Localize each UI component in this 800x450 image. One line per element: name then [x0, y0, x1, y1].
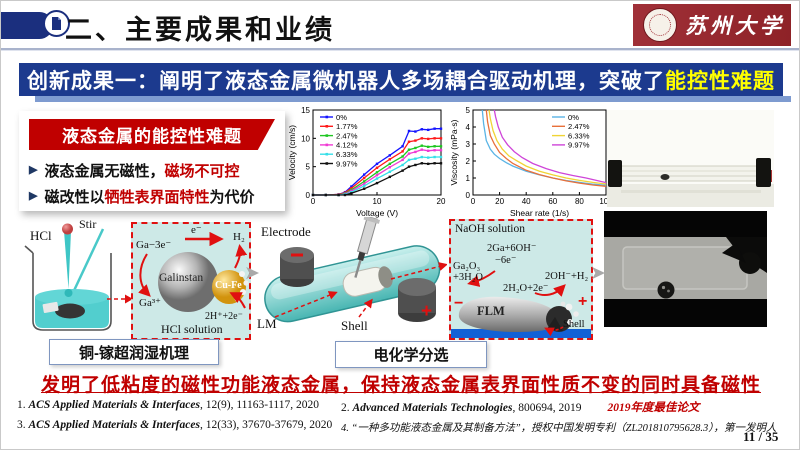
conclusion-headline: 发明了低粘度的磁性功能液态金属，保持液态金属表界面性质不变的同时具备磁性	[40, 375, 761, 396]
svg-text:80: 80	[575, 197, 584, 206]
svg-text:40: 40	[522, 197, 531, 206]
banner-highlight: 能控性难题	[665, 69, 775, 93]
plus-terminal: +	[578, 293, 588, 310]
svg-text:1.77%: 1.77%	[336, 122, 358, 131]
svg-text:2: 2	[466, 157, 471, 166]
label-cufe: Cu-Fe	[215, 280, 242, 291]
eq-ga-oxidation: 2Ga+6OH⁻	[487, 243, 537, 254]
svg-text:20: 20	[495, 197, 504, 206]
page-number: 11 / 35	[743, 429, 779, 444]
label-electron: e⁻	[191, 224, 202, 236]
svg-text:9.97%: 9.97%	[336, 159, 358, 168]
banner-text: 创新成果一：阐明了液态金属微机器人多场耦合驱动机理，突破了	[27, 69, 665, 93]
svg-text:9.97%: 9.97%	[568, 141, 590, 150]
svg-text:0: 0	[471, 197, 476, 206]
viscosity-shear-chart: 0 20 40 60 80 100 0 1 2 3 4 5 Shear rate (1/s) Viscos…	[449, 105, 613, 219]
eq-h2o: +3H₂O	[453, 272, 483, 283]
bullet-text: 磁改性以牺牲表界面特性为代价	[44, 189, 255, 206]
caption-electrochemical-sorting: 电化学分选	[335, 341, 487, 368]
university-name: 苏州大学	[685, 14, 785, 38]
svg-text:6.33%: 6.33%	[568, 131, 590, 140]
banner-shadow	[35, 96, 791, 102]
plus-terminal: +	[421, 301, 433, 322]
velocity-voltage-chart: 0 10 20 0 5 10 15 Voltage (V) Velocity (cm/s) 0% 1…	[287, 105, 447, 219]
svg-text:0%: 0%	[568, 113, 579, 122]
achievement-banner: 创新成果一：阐明了液态金属微机器人多场耦合驱动机理，突破了 能控性难题	[19, 63, 783, 96]
svg-text:0: 0	[306, 191, 311, 200]
label-galinstan: Galinstan	[159, 272, 204, 284]
arrow-right-icon: ➤	[590, 262, 606, 284]
svg-text:15: 15	[301, 106, 310, 115]
svg-text:5: 5	[306, 163, 311, 172]
eq-ga2o3: Ga₂O₃	[453, 261, 481, 272]
beaker-figure: HCl Stir	[13, 217, 125, 346]
svg-text:2.47%: 2.47%	[336, 131, 358, 140]
header-divider	[1, 48, 799, 51]
label-shell: Shell	[563, 319, 585, 330]
bullet-text: 液态金属无磁性，磁场不可控	[44, 163, 240, 180]
svg-text:4.12%: 4.12%	[336, 141, 358, 150]
best-paper-badge: 2019年度最佳论文	[607, 402, 700, 414]
eq-ga-oxidation: Ga−3e⁻	[136, 239, 172, 251]
label-lm: LM	[257, 316, 277, 331]
minus-terminal: −	[454, 295, 464, 312]
red-dashed-arrow	[107, 294, 133, 304]
svg-text:2.47%: 2.47%	[568, 122, 590, 131]
reference-1: 1. ACS Applied Materials & Interfaces, 1…	[17, 399, 319, 411]
svg-text:60: 60	[548, 197, 557, 206]
university-logo: 苏州大学	[633, 4, 791, 46]
eq-oh-h2: 2OH⁻+H₂	[545, 271, 589, 282]
svg-text:0: 0	[466, 191, 471, 200]
page-title: 二、主要成果和业绩	[65, 15, 335, 45]
triangle-bullet-icon: ▶	[29, 190, 38, 202]
eq-h-reduction: 2H⁺+2e⁻	[205, 311, 243, 322]
caption-wetting-mechanism: 铜-镓超润湿机理	[49, 339, 219, 365]
label-shell: Shell	[341, 318, 368, 333]
label-hcl-solution: HCl solution	[161, 322, 223, 336]
document-icon	[43, 10, 70, 37]
problem-bullet-2: ▶ 磁改性以牺牲表界面特性为代价	[29, 186, 255, 207]
svg-text:5: 5	[466, 106, 471, 115]
svg-text:Voltage (V): Voltage (V)	[356, 208, 398, 218]
svg-text:3: 3	[466, 140, 471, 149]
arrow-right-icon: ➤	[244, 262, 260, 284]
svg-text:10: 10	[301, 134, 310, 143]
reference-3: 3. ACS Applied Materials & Interfaces, 1…	[17, 419, 333, 431]
photo-channel-sideview	[607, 110, 774, 212]
triangle-bullet-icon: ▶	[29, 164, 38, 176]
svg-text:Velocity (cm/s): Velocity (cm/s)	[287, 125, 297, 180]
svg-text:6.33%: 6.33%	[336, 150, 358, 159]
svg-text:0%: 0%	[336, 113, 347, 122]
svg-text:0: 0	[311, 197, 316, 206]
photo-droplet-topview	[604, 211, 767, 332]
problem-title: 液态金属的能控性难题	[29, 119, 275, 150]
svg-text:100: 100	[599, 197, 611, 206]
label-hcl: HCl	[30, 228, 52, 243]
channel-device-figure: Electrode LM Shell +	[255, 215, 448, 341]
svg-text:20: 20	[437, 197, 446, 206]
label-h2: H₂	[233, 231, 245, 243]
hcl-reaction-diagram: e⁻ Ga−3e⁻ Ga³⁺ Galinstan Cu-Fe H₂ 2H⁺+2e…	[131, 222, 251, 340]
svg-text:4: 4	[466, 123, 471, 132]
label-flm: FLM	[477, 304, 505, 318]
label-electrode: Electrode	[261, 224, 311, 239]
label-stir: Stir	[79, 217, 97, 231]
reference-4: 4. “一种多功能液态金属及其制备方法”，授权中国发明专利（ZL20181079…	[341, 423, 777, 434]
svg-text:Viscosity (mPa·s): Viscosity (mPa·s)	[449, 119, 459, 185]
problem-bullet-1: ▶ 液态金属无磁性，磁场不可控	[29, 160, 240, 181]
eq-electrons: −6e⁻	[495, 255, 517, 266]
eq-ga3: Ga³⁺	[139, 297, 161, 309]
naoh-reaction-diagram: NaOH solution 2Ga+6OH⁻ −6e⁻ Ga₂O₃ +3H₂O …	[449, 219, 593, 340]
svg-text:10: 10	[373, 197, 382, 206]
university-seal-icon	[643, 8, 677, 42]
eq-water-reduction: 2H₂O+2e⁻	[503, 283, 549, 294]
label-naoh-solution: NaOH solution	[455, 223, 525, 235]
problem-card: 液态金属的能控性难题 ▶ 液态金属无磁性，磁场不可控 ▶ 磁改性以牺牲表界面特性…	[19, 111, 285, 211]
svg-text:1: 1	[466, 174, 471, 183]
reference-2: 2. Advanced Materials Technologies, 8006…	[341, 402, 700, 414]
svg-text:Shear rate (1/s): Shear rate (1/s)	[510, 208, 569, 218]
